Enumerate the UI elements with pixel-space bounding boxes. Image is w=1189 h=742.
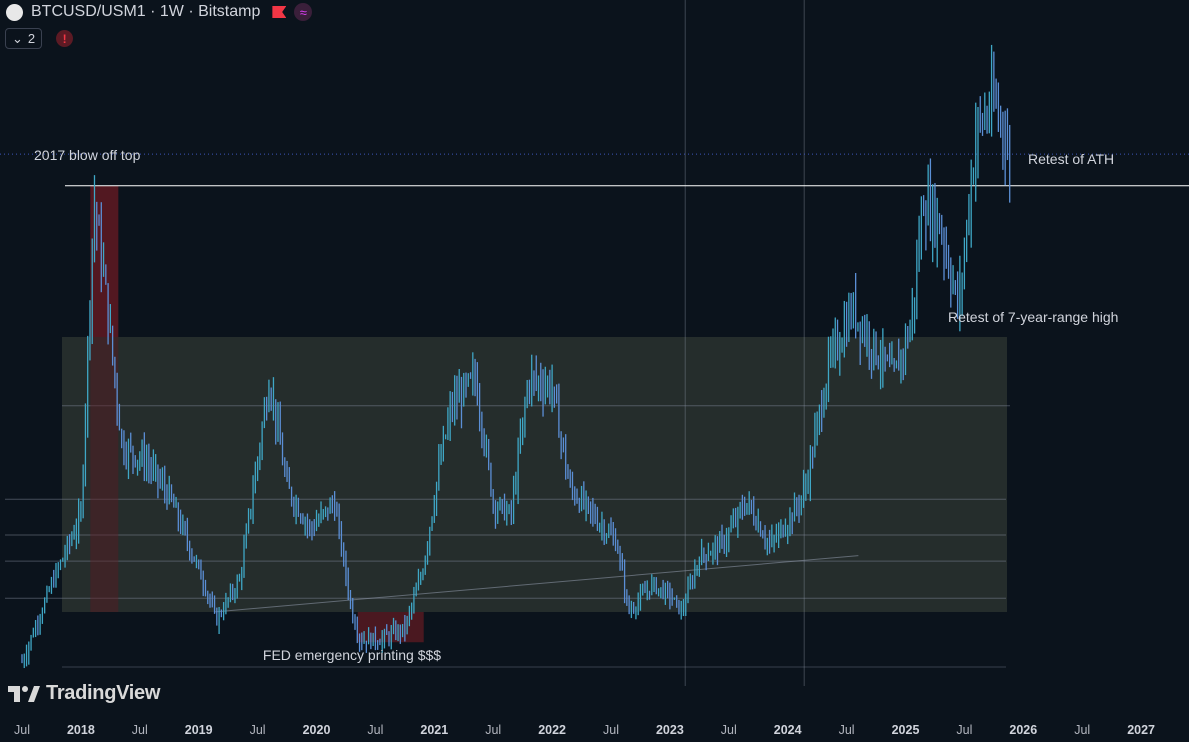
x-tick-label: Jul (956, 723, 972, 737)
x-tick-label: 2021 (420, 723, 448, 737)
x-tick-label: Jul (721, 723, 737, 737)
collapse-indicators-button[interactable]: ⌄ 2 (5, 28, 43, 49)
x-tick-label: 2018 (67, 723, 95, 737)
x-tick-label: 2027 (1127, 723, 1155, 737)
x-tick-label: Jul (839, 723, 855, 737)
annotation-retest-range-high: Retest of 7-year-range high (948, 309, 1118, 325)
x-tick-label: Jul (14, 723, 30, 737)
flag-icon[interactable] (272, 6, 287, 18)
annotation-blowoff-top: 2017 blow off top (34, 147, 141, 163)
x-tick-label: 2019 (185, 723, 213, 737)
x-tick-label: 2022 (538, 723, 566, 737)
blowoff-highlight-range (90, 337, 119, 612)
x-tick-label: 2023 (656, 723, 684, 737)
indicator-wave-icon[interactable]: ≈ (294, 3, 313, 21)
trend-line (213, 555, 859, 613)
indicator-count: 2 (27, 31, 36, 46)
bitcoin-icon (6, 3, 23, 21)
annotation-retest-ath: Retest of ATH (1028, 151, 1114, 167)
tradingview-logo-icon (8, 685, 40, 702)
x-tick-label: Jul (367, 723, 383, 737)
annotation-fed-printing: FED emergency printing $$$ (263, 647, 441, 663)
warning-icon[interactable]: ! (56, 30, 74, 47)
x-tick-label: Jul (1074, 723, 1090, 737)
x-tick-label: 2026 (1009, 723, 1037, 737)
candle-series (21, 44, 1011, 669)
x-tick-label: 2020 (303, 723, 331, 737)
tradingview-logo[interactable]: TradingView (8, 682, 160, 705)
x-tick-label: Jul (250, 723, 266, 737)
symbol-title[interactable]: BTCUSD/USM1 · 1W · Bitstamp (31, 3, 261, 20)
x-tick-label: 2025 (892, 723, 920, 737)
symbol-header: BTCUSD/USM1 · 1W · Bitstamp ≈ (6, 3, 313, 21)
x-tick-label: Jul (132, 723, 148, 737)
x-tick-label: Jul (485, 723, 501, 737)
header-controls: ⌄ 2 ! (5, 28, 74, 49)
warning-glyph: ! (62, 31, 67, 46)
x-tick-label: Jul (603, 723, 619, 737)
x-tick-label: 2024 (774, 723, 802, 737)
chevron-down-icon: ⌄ (12, 30, 23, 46)
tradingview-logo-text: TradingView (46, 682, 161, 704)
